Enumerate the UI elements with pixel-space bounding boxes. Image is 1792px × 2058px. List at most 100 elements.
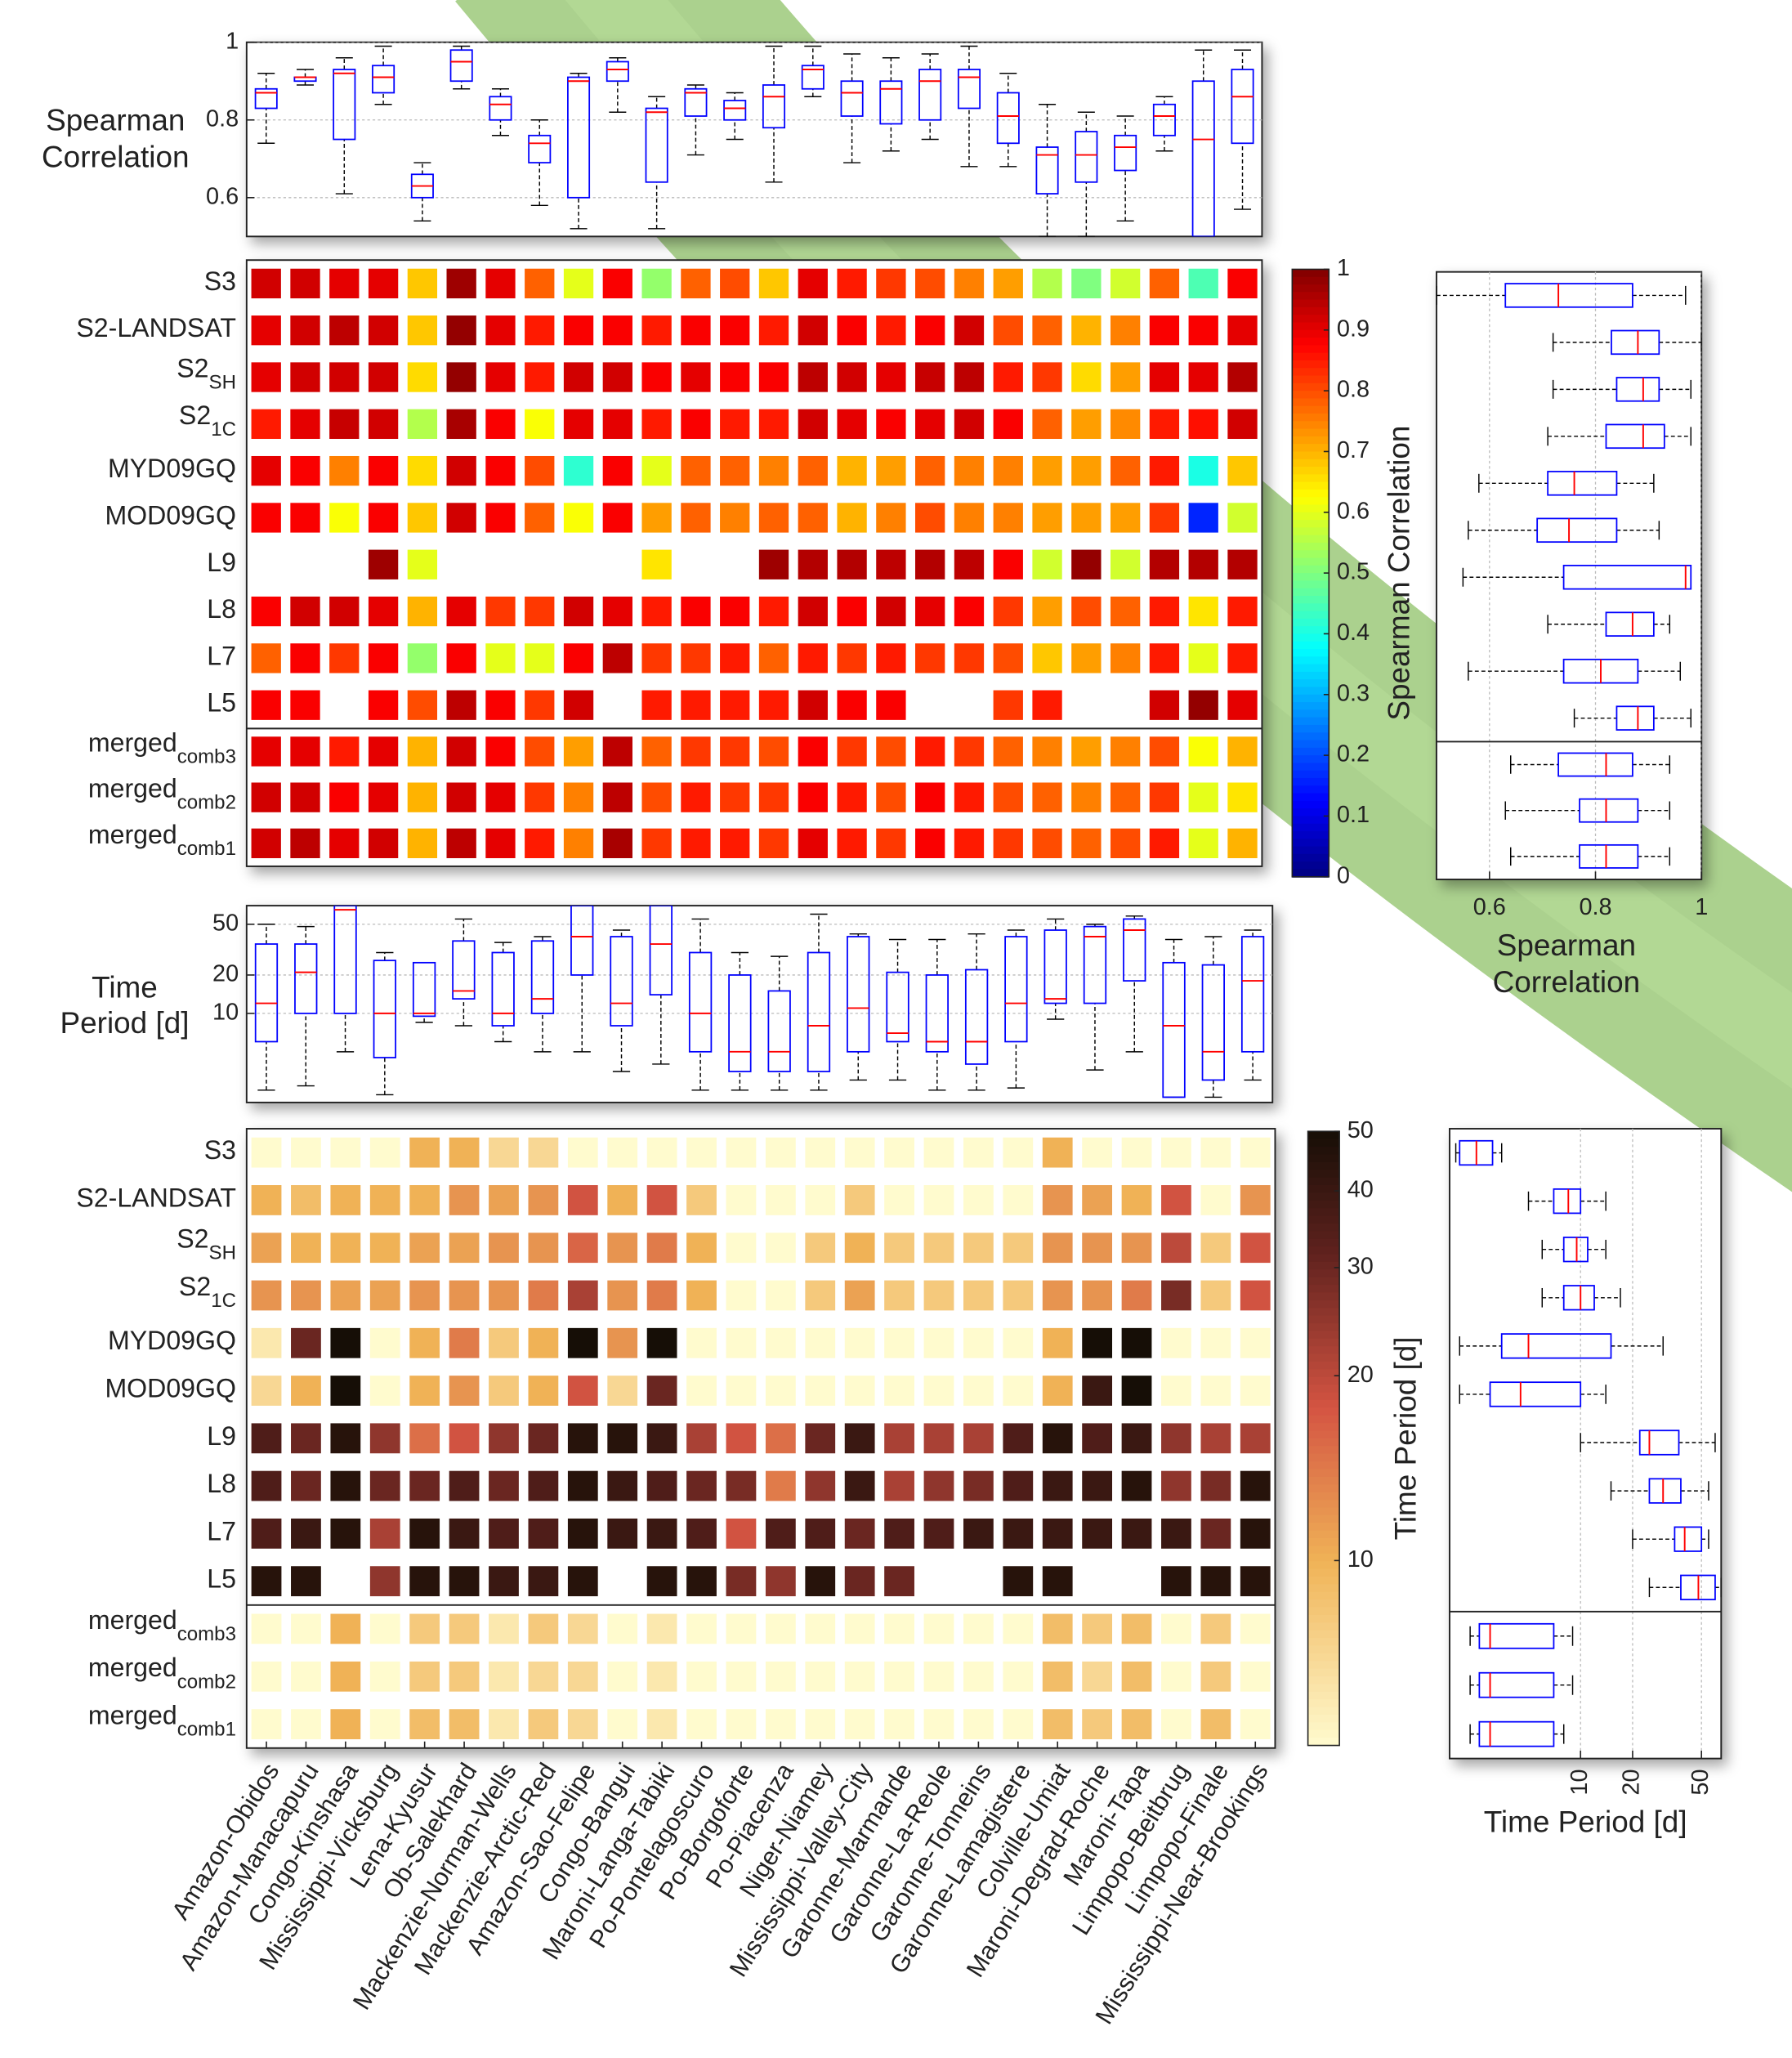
row-label-subscript: 1C <box>211 1290 236 1312</box>
heat-cell <box>564 736 593 766</box>
colorbar-segment <box>1292 459 1329 468</box>
heat-cell <box>330 1233 360 1263</box>
heat-cell <box>924 1281 954 1311</box>
heat-cell <box>845 1709 875 1739</box>
heat-cell <box>915 409 945 439</box>
heat-cell <box>291 1138 321 1168</box>
heat-cell <box>528 1138 558 1168</box>
heat-cell <box>647 1185 677 1215</box>
heat-cell <box>409 1138 440 1168</box>
heat-cell <box>1003 1614 1033 1644</box>
heat-cell <box>370 1328 400 1358</box>
heat-cell <box>525 315 554 345</box>
heat-cell <box>1227 550 1257 579</box>
heat-cell <box>409 1709 440 1739</box>
colorbar-tick-label: 0.1 <box>1337 802 1370 828</box>
heat-cell <box>291 1423 321 1453</box>
colorbar-segment <box>1308 1692 1340 1700</box>
heat-cell <box>329 409 359 439</box>
colorbar-segment <box>1308 1608 1340 1616</box>
heat-cell <box>1227 691 1257 720</box>
heat-cell <box>805 1281 835 1311</box>
heat-cell <box>369 456 398 485</box>
heat-cell <box>409 1281 440 1311</box>
heat-cell <box>528 1376 558 1406</box>
heat-cell <box>1189 829 1218 858</box>
colorbar-segment <box>1292 512 1329 521</box>
heat-cell <box>568 1709 598 1739</box>
colorbar-segment <box>1292 778 1329 786</box>
heat-cell <box>607 1328 637 1358</box>
colorbar-segment <box>1292 619 1329 627</box>
colorbar-tick-label: 0.4 <box>1337 620 1370 646</box>
y-tick-label: 20 <box>212 961 239 987</box>
colorbar-segment <box>1308 1515 1340 1523</box>
heat-cell <box>1122 1233 1152 1263</box>
heat-cell <box>1003 1328 1033 1358</box>
colorbar-segment <box>1292 725 1329 733</box>
heat-cell <box>1043 1662 1073 1692</box>
heat-cell <box>924 1423 954 1453</box>
heat-cell <box>681 597 710 626</box>
heat-cell <box>370 1185 400 1215</box>
heat-cell <box>837 829 866 858</box>
heat-cell <box>884 1423 914 1453</box>
heat-cell <box>568 1376 598 1406</box>
heat-cell <box>408 829 437 858</box>
colorbar-segment <box>1308 1484 1340 1492</box>
heat-cell <box>252 736 281 766</box>
row-label: MOD09GQ <box>105 1374 236 1403</box>
colorbar-segment <box>1308 1285 1340 1293</box>
colorbar-segment <box>1308 1599 1340 1608</box>
heat-cell <box>252 691 281 720</box>
heat-cell <box>963 1376 994 1406</box>
heat-cell <box>924 1471 954 1501</box>
colorbar-segment <box>1308 1362 1340 1370</box>
figure: 0.60.81SpearmanCorrelationS3S2-LANDSATS2… <box>0 0 1792 2058</box>
heat-cell <box>647 1614 677 1644</box>
heat-cell <box>1003 1376 1033 1406</box>
heat-cell <box>720 315 749 345</box>
row-label: S3 <box>204 1136 236 1165</box>
colorbar-segment <box>1308 1669 1340 1677</box>
colorbar-segment <box>1292 763 1329 771</box>
heat-cell <box>370 1519 400 1549</box>
heat-cell <box>568 1471 598 1501</box>
heat-cell <box>994 643 1023 673</box>
heat-cell <box>1032 691 1061 720</box>
heat-cell <box>845 1519 875 1549</box>
heat-cell <box>1189 315 1218 345</box>
colorbar-tick-label: 0 <box>1337 862 1350 888</box>
x-tick-label: 0.6 <box>1473 894 1506 920</box>
heat-cell <box>252 829 281 858</box>
colorbar-segment <box>1308 1416 1340 1424</box>
heat-cell <box>1122 1138 1152 1168</box>
heat-cell <box>528 1519 558 1549</box>
heat-cell <box>252 1423 282 1453</box>
heat-cell <box>370 1566 400 1596</box>
colorbar-tick-label: 0.2 <box>1337 741 1370 767</box>
heat-cell <box>726 1662 757 1692</box>
heat-cell <box>1200 1281 1231 1311</box>
row-label-main: S2 <box>179 1272 211 1301</box>
heat-cell <box>525 456 554 485</box>
heat-cell <box>564 503 593 532</box>
heat-cell <box>329 503 359 532</box>
heat-cell <box>884 1138 914 1168</box>
heat-cell <box>876 736 905 766</box>
heat-cell <box>766 1614 796 1644</box>
heat-cell <box>449 1709 480 1739</box>
heat-cell <box>994 409 1023 439</box>
heat-cell <box>681 829 710 858</box>
heat-cell <box>1122 1519 1152 1549</box>
heat-cell <box>607 1376 637 1406</box>
colorbar-segment <box>1308 1661 1340 1669</box>
colorbar-tick-label: 30 <box>1347 1254 1374 1280</box>
heat-cell <box>409 1376 440 1406</box>
colorbar-segment <box>1308 1715 1340 1723</box>
colorbar-tick-label: 40 <box>1347 1177 1374 1203</box>
heat-cell <box>603 736 632 766</box>
colorbar-segment <box>1308 1500 1340 1508</box>
heat-cell <box>641 782 671 812</box>
colorbar-segment <box>1292 414 1329 422</box>
